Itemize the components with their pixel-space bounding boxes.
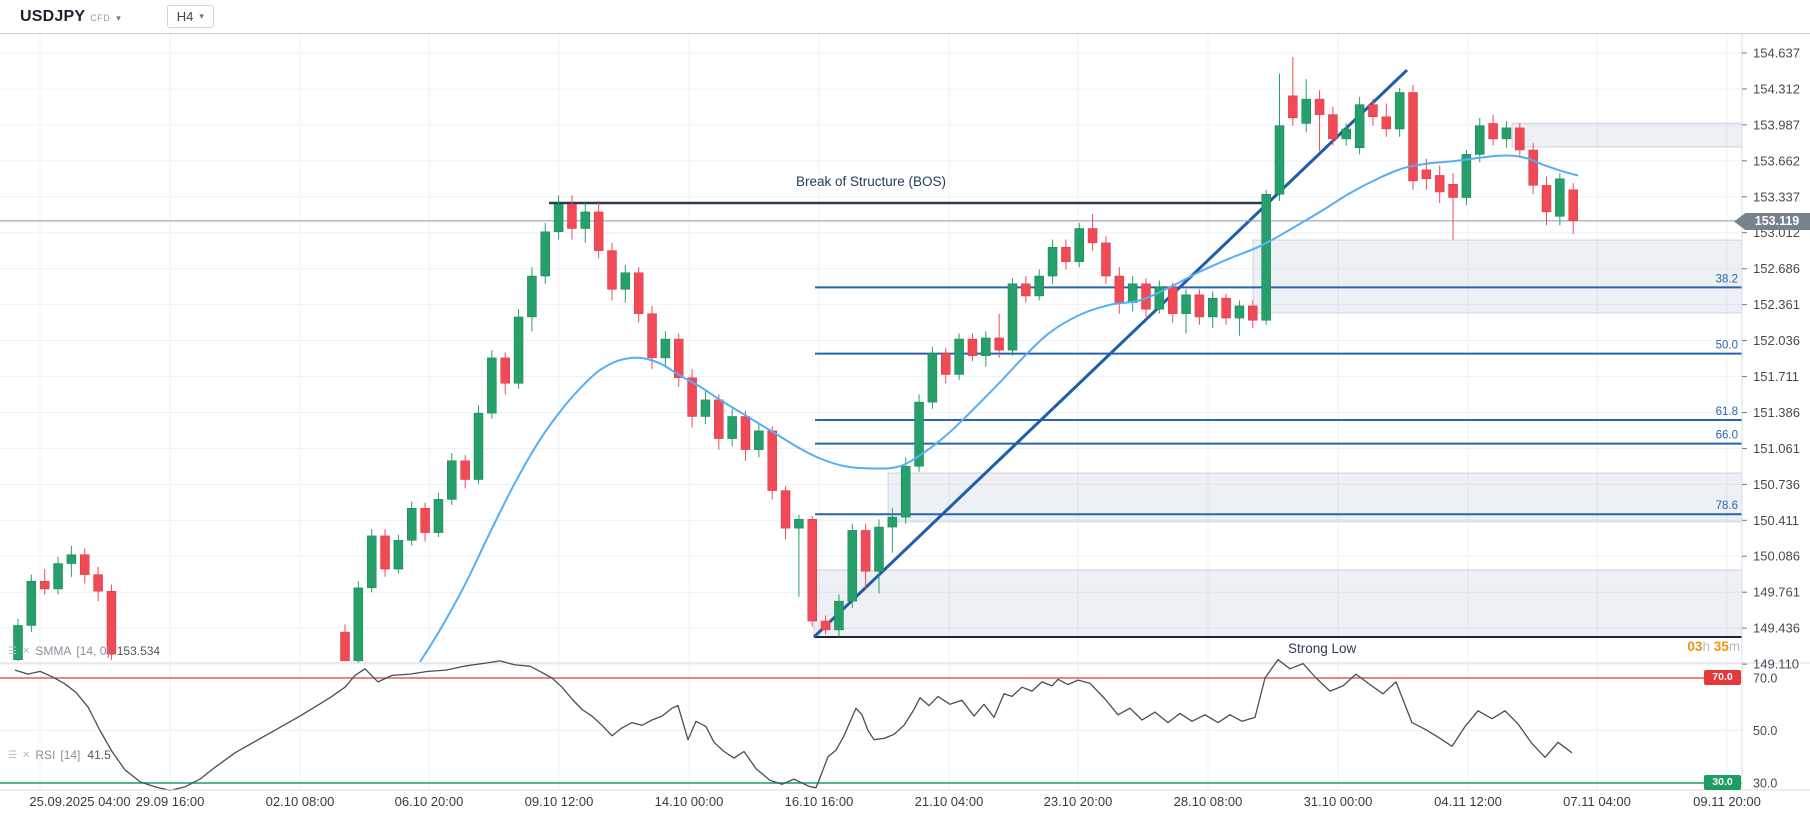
- svg-text:153.662: 153.662: [1753, 153, 1800, 168]
- timeframe-label: H4: [176, 9, 194, 24]
- candle-countdown-timer: 03h 35m: [1687, 639, 1740, 654]
- svg-text:30.0: 30.0: [1753, 777, 1777, 791]
- countdown-hours-unit: h: [1702, 639, 1710, 654]
- svg-text:21.10 04:00: 21.10 04:00: [915, 794, 984, 809]
- last-price-badge: 153.119: [1734, 213, 1810, 230]
- svg-text:06.10 20:00: 06.10 20:00: [395, 794, 464, 809]
- smma-params: [14, 0]: [76, 644, 110, 658]
- svg-text:09.10 12:00: 09.10 12:00: [525, 794, 594, 809]
- svg-text:25.09.2025 04:00: 25.09.2025 04:00: [29, 794, 130, 809]
- svg-text:04.11 12:00: 04.11 12:00: [1434, 794, 1502, 809]
- svg-text:150.411: 150.411: [1753, 513, 1799, 528]
- svg-text:50.0: 50.0: [1753, 724, 1777, 738]
- svg-text:09.11 20:00: 09.11 20:00: [1693, 794, 1761, 809]
- svg-text:149.436: 149.436: [1753, 621, 1800, 636]
- bos-annotation-label: Break of Structure (BOS): [795, 174, 947, 189]
- toolbar: USDJPY CFD ▾ H4 ▾: [0, 0, 1810, 34]
- countdown-hours: 03: [1687, 639, 1703, 654]
- svg-text:152.036: 152.036: [1753, 333, 1800, 348]
- indicator-close-icon[interactable]: ✕: [21, 749, 31, 761]
- rsi-pane: [0, 658, 1810, 792]
- svg-text:70.0: 70.0: [1753, 672, 1777, 686]
- svg-text:153.337: 153.337: [1753, 189, 1800, 204]
- svg-text:154.312: 154.312: [1753, 81, 1800, 96]
- annotation-lines: [0, 68, 1742, 639]
- svg-text:29.09 16:00: 29.09 16:00: [136, 794, 205, 809]
- svg-text:02.10 08:00: 02.10 08:00: [266, 794, 335, 809]
- supply-demand-zones: [813, 122, 1743, 638]
- svg-text:50.0: 50.0: [1716, 340, 1738, 352]
- svg-text:152.361: 152.361: [1753, 297, 1800, 312]
- countdown-minutes-unit: m: [1728, 639, 1740, 654]
- svg-text:78.6: 78.6: [1716, 500, 1738, 512]
- svg-text:151.061: 151.061: [1753, 441, 1800, 456]
- svg-text:61.8: 61.8: [1716, 406, 1738, 418]
- countdown-minutes: 35: [1713, 639, 1729, 654]
- svg-text:38.2: 38.2: [1716, 273, 1738, 285]
- rsi-name: RSI: [35, 748, 56, 762]
- svg-text:31.10 00:00: 31.10 00:00: [1304, 794, 1373, 809]
- indicator-close-icon[interactable]: ✕: [21, 645, 31, 657]
- svg-text:150.736: 150.736: [1753, 477, 1800, 492]
- timeframe-selector[interactable]: H4 ▾: [166, 5, 214, 28]
- svg-text:07.11 04:00: 07.11 04:00: [1563, 794, 1631, 809]
- svg-text:28.10 08:00: 28.10 08:00: [1174, 794, 1243, 809]
- smma-value: 153.534: [116, 644, 161, 658]
- rsi-lower-level-badge: 30.0: [1704, 775, 1741, 790]
- svg-text:153.987: 153.987: [1753, 117, 1800, 132]
- price-axis[interactable]: 154.637154.312153.987153.662153.337153.0…: [1741, 33, 1800, 791]
- chevron-down-icon: ▾: [116, 12, 121, 23]
- market-type-label: CFD: [90, 12, 111, 23]
- symbol-selector[interactable]: USDJPY CFD ▾: [20, 8, 121, 26]
- rsi-upper-level-badge: 70.0: [1704, 670, 1741, 685]
- svg-text:66.0: 66.0: [1716, 430, 1738, 442]
- indicator-menu-icon[interactable]: ☰: [8, 749, 17, 761]
- svg-text:149.761: 149.761: [1753, 585, 1800, 600]
- rsi-indicator-legend: ☰ ✕ RSI [14] 41.5: [8, 748, 111, 762]
- svg-text:149.110: 149.110: [1753, 657, 1799, 672]
- indicator-menu-icon[interactable]: ☰: [8, 645, 17, 657]
- svg-text:154.637: 154.637: [1753, 46, 1800, 61]
- svg-text:151.386: 151.386: [1753, 405, 1800, 420]
- rsi-value: 41.5: [87, 748, 111, 762]
- svg-text:152.686: 152.686: [1753, 261, 1800, 276]
- smma-line: [419, 154, 1579, 663]
- rsi-params: [14]: [60, 748, 81, 762]
- svg-text:151.711: 151.711: [1753, 369, 1799, 384]
- symbol-name: USDJPY: [20, 7, 86, 25]
- svg-text:23.10 20:00: 23.10 20:00: [1044, 794, 1113, 809]
- strong-low-annotation-label: Strong Low: [1288, 641, 1357, 656]
- candlesticks: [13, 57, 1578, 664]
- smma-indicator-legend: ☰ ✕ SMMA [14, 0] 153.534: [8, 644, 160, 658]
- smma-name: SMMA: [35, 644, 72, 658]
- time-axis[interactable]: 25.09.2025 04:00 29.09 16:00 02.10 08:00 06…: [0, 789, 1810, 809]
- svg-text:16.10 16:00: 16.10 16:00: [785, 794, 854, 809]
- svg-text:14.10 00:00: 14.10 00:00: [655, 794, 724, 809]
- svg-text:150.086: 150.086: [1753, 549, 1800, 564]
- chevron-down-icon: ▾: [199, 11, 204, 21]
